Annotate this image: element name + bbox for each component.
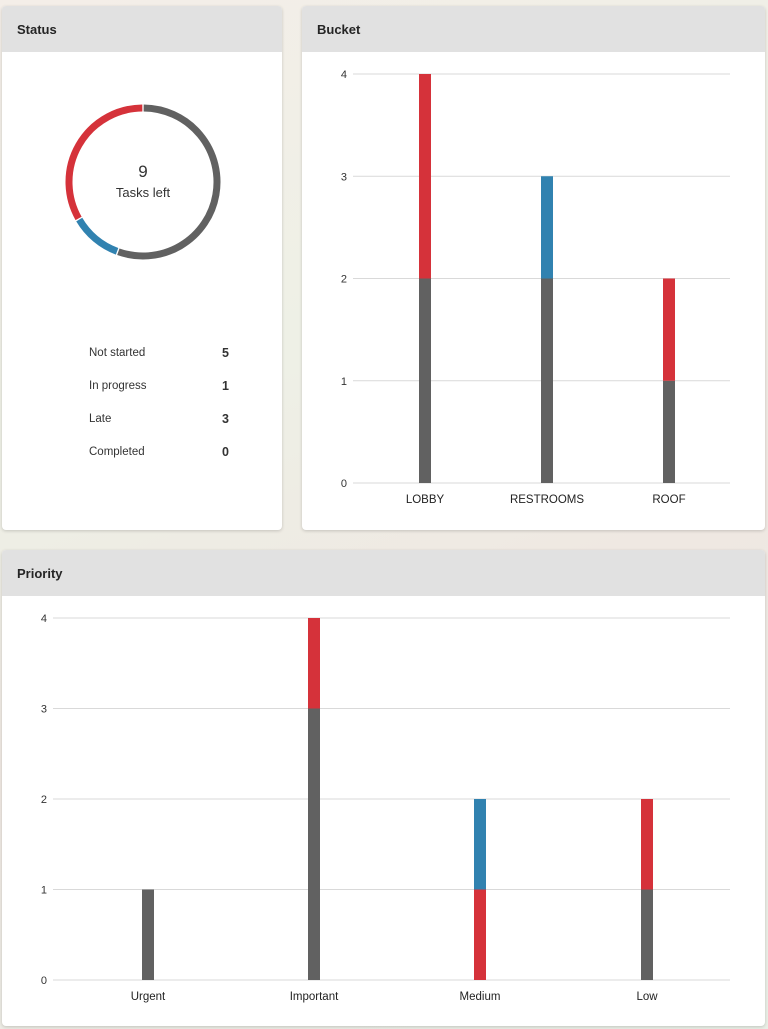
priority-bar-chart: 0 1 2 3 4 Urgent Important Medium Low (41, 613, 730, 1003)
status-donut-svg (65, 104, 221, 260)
y-tick-label: 1 (341, 376, 347, 388)
bucket-bar-chart: 0 1 2 3 4 LOBBY RESTROOMS ROOF (341, 69, 730, 506)
x-category-label: ROOF (652, 494, 685, 506)
bar-segment-urgent-not-started[interactable] (142, 889, 154, 981)
status-donut-chart: 9 Tasks left (63, 102, 223, 262)
status-row-in-progress[interactable]: In progress 1 (89, 369, 229, 402)
status-card-title: Status (2, 6, 282, 52)
status-label: Completed (89, 445, 145, 458)
y-tick-label: 3 (41, 704, 47, 716)
donut-center: 9 Tasks left (63, 102, 223, 262)
x-category-label: RESTROOMS (510, 494, 584, 506)
bar-segment-restrooms-not-started[interactable] (541, 278, 553, 484)
bar-segment-low-not-started[interactable] (641, 889, 653, 981)
bucket-card-title: Bucket (302, 6, 765, 52)
y-tick-label: 4 (41, 613, 47, 625)
bucket-card: Bucket 0 1 2 3 4 LOBBY RESTROOMS ROOF (302, 6, 765, 530)
x-category-label: Urgent (131, 991, 166, 1003)
bar-segment-low-late[interactable] (641, 799, 653, 890)
y-tick-label: 0 (41, 975, 47, 987)
x-category-label: Medium (460, 991, 501, 1003)
tasks-left-count: 9 (138, 162, 148, 181)
donut-slice-late[interactable] (65, 104, 143, 221)
y-tick-label: 3 (341, 171, 347, 183)
bar-segment-roof-late[interactable] (663, 278, 675, 381)
x-category-label: Important (290, 991, 339, 1003)
tasks-left-label: Tasks left (115, 185, 171, 200)
donut-slice-in-progress[interactable] (76, 217, 119, 255)
priority-card: Priority 0 1 2 3 4 Urgent Important Medium Low (2, 550, 765, 1026)
bar-segment-lobby-late[interactable] (419, 74, 431, 279)
bar-segment-lobby-not-started[interactable] (419, 278, 431, 484)
x-category-label: Low (636, 991, 658, 1003)
bar-segment-important-late[interactable] (308, 618, 320, 709)
status-label: Not started (89, 346, 146, 359)
status-legend: Not started 5 In progress 1 Late 3 Compl… (89, 336, 229, 468)
bar-segment-important-not-started[interactable] (308, 708, 320, 981)
y-tick-label: 4 (341, 69, 347, 81)
bar-segment-roof-not-started[interactable] (663, 380, 675, 483)
status-card: Status 9 Tasks left Not started 5 In pro… (2, 6, 282, 530)
y-tick-label: 1 (41, 885, 47, 897)
y-tick-label: 2 (341, 274, 347, 286)
status-label: In progress (89, 379, 147, 392)
y-tick-label: 0 (341, 478, 347, 490)
priority-card-title: Priority (2, 550, 765, 596)
bar-segment-medium-in-progress[interactable] (474, 799, 486, 890)
status-row-completed[interactable]: Completed 0 (89, 435, 229, 468)
x-category-label: LOBBY (406, 494, 445, 506)
bar-segment-medium-late[interactable] (474, 889, 486, 981)
status-count: 0 (222, 444, 229, 459)
status-row-late[interactable]: Late 3 (89, 402, 229, 435)
y-tick-label: 2 (41, 794, 47, 806)
bar-segment-restrooms-in-progress[interactable] (541, 176, 553, 279)
status-count: 3 (222, 411, 229, 426)
status-count: 5 (222, 345, 229, 360)
status-count: 1 (222, 378, 229, 393)
status-row-not-started[interactable]: Not started 5 (89, 336, 229, 369)
status-label: Late (89, 412, 112, 425)
donut-slice-not-started[interactable] (117, 104, 221, 260)
